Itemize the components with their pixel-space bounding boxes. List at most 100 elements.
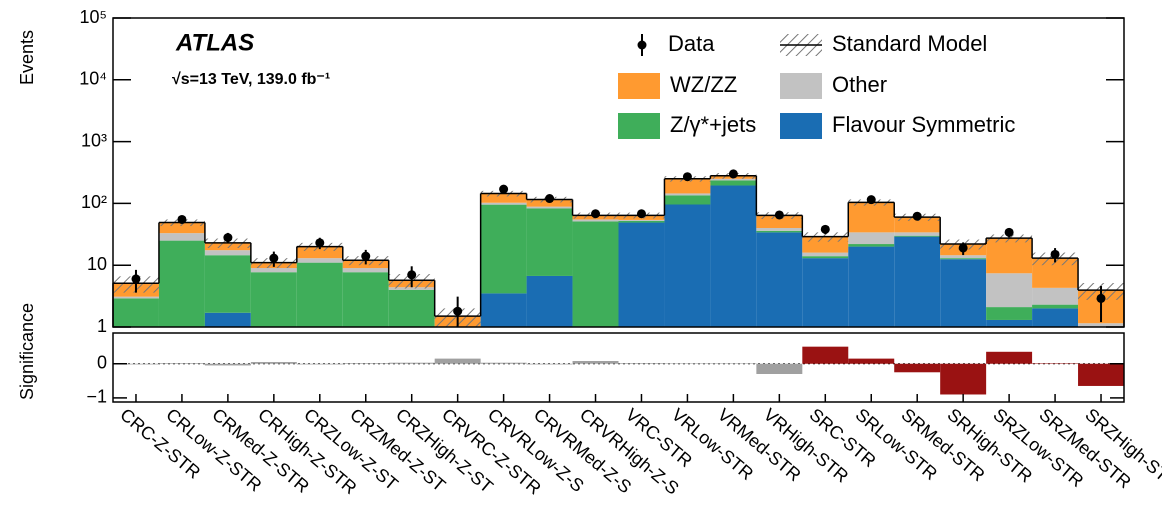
stack-segment xyxy=(296,258,343,263)
significance-bar xyxy=(388,362,435,364)
data-point xyxy=(682,172,692,182)
stack-segment xyxy=(894,236,941,327)
stack-segment xyxy=(848,246,895,327)
data-point xyxy=(269,253,279,263)
stack-segment xyxy=(756,230,803,233)
stack-segment xyxy=(342,268,389,273)
y-tick-label: 0 xyxy=(97,352,107,372)
stack-segment xyxy=(1032,287,1079,305)
stack-segment xyxy=(618,219,665,221)
stack-segment xyxy=(664,193,711,196)
stack-segment xyxy=(986,238,1033,274)
stack-segment xyxy=(388,287,435,290)
stack-segment xyxy=(296,262,343,327)
stack-segment xyxy=(204,255,251,313)
significance-bar xyxy=(664,363,711,364)
significance-bar xyxy=(526,363,573,365)
stack-segment xyxy=(1032,308,1079,327)
data-point xyxy=(545,194,555,204)
stack-segment xyxy=(526,275,573,327)
stack-segment xyxy=(158,233,205,241)
y-axis-label: Events xyxy=(17,30,37,85)
stack-segment xyxy=(940,255,987,259)
y-tick-label: −1 xyxy=(86,387,107,407)
data-point xyxy=(1050,249,1060,259)
significance-bar xyxy=(618,363,665,364)
legend-swatch xyxy=(780,73,822,99)
stack-segment xyxy=(572,219,619,222)
significance-bar xyxy=(1032,363,1079,364)
legend-label: Other xyxy=(832,72,887,97)
data-point xyxy=(820,224,830,234)
legend-label: Data xyxy=(668,31,715,56)
legend-swatch xyxy=(618,113,660,139)
stack-segment xyxy=(526,206,573,209)
legend-label: WZ/ZZ xyxy=(670,72,737,97)
significance-bar xyxy=(296,363,343,365)
y-tick-label: 10⁵ xyxy=(80,7,107,27)
data-point xyxy=(1004,227,1014,237)
y-tick-label: 10³ xyxy=(81,130,107,150)
significance-bar xyxy=(894,363,941,373)
stack-segment xyxy=(1032,304,1079,309)
stack-segment xyxy=(848,244,895,247)
significance-axis-label: Significance xyxy=(17,303,37,400)
stack-segment xyxy=(710,180,757,186)
stack-segment xyxy=(572,221,619,327)
significance-bar xyxy=(434,358,481,364)
stack-segment xyxy=(940,258,987,260)
significance-bar xyxy=(572,361,619,364)
plot-frame xyxy=(112,17,1125,328)
stack-segment xyxy=(480,204,527,294)
stack-segment xyxy=(480,293,527,327)
significance-bar xyxy=(1078,363,1124,386)
stack-segment xyxy=(250,268,297,273)
significance-bar xyxy=(986,351,1033,364)
stack-segment xyxy=(986,319,1033,327)
y-tick-label: 10² xyxy=(81,192,107,212)
data-point xyxy=(958,243,968,253)
stack-segment xyxy=(664,204,711,327)
significance-bar xyxy=(710,363,757,364)
data-point xyxy=(912,211,922,221)
significance-bar xyxy=(848,358,895,364)
legend-label: Flavour Symmetric xyxy=(832,112,1015,137)
data-point xyxy=(774,210,784,220)
y-tick-label: 10 xyxy=(87,254,107,274)
stack-segment xyxy=(986,307,1033,320)
stack-segment xyxy=(756,232,803,327)
stack-segment xyxy=(296,246,343,259)
data-point xyxy=(453,306,463,316)
energy-lumi-label: √s=13 TeV, 139.0 fb⁻¹ xyxy=(172,71,330,88)
significance-bar xyxy=(113,363,159,365)
data-point xyxy=(636,209,646,219)
stack-segment xyxy=(802,256,849,259)
stack-segment xyxy=(342,272,389,327)
significance-bar xyxy=(250,362,297,364)
stack-segment xyxy=(710,185,757,327)
stack-segment xyxy=(710,178,757,181)
stack-segment xyxy=(664,178,711,194)
data-point xyxy=(361,251,371,261)
data-point xyxy=(177,214,187,224)
significance-bar xyxy=(158,363,205,364)
data-point xyxy=(499,184,509,194)
legend-label: Z/γ*+jets xyxy=(670,112,756,137)
data-point xyxy=(223,233,233,243)
stack-segment xyxy=(802,252,849,257)
data-point xyxy=(1096,293,1106,303)
stack-segment xyxy=(894,232,941,236)
stack-segment xyxy=(618,220,665,223)
stack-segment xyxy=(158,222,205,234)
significance-bar xyxy=(480,362,527,364)
experiment-label: ATLAS xyxy=(175,29,254,56)
stack-segment xyxy=(158,240,205,327)
stack-segment xyxy=(204,250,251,256)
data-point xyxy=(131,274,141,284)
significance-bar xyxy=(940,363,987,395)
stack-segment xyxy=(204,312,251,327)
significance-bar xyxy=(802,346,849,364)
stack-segment xyxy=(250,272,297,327)
